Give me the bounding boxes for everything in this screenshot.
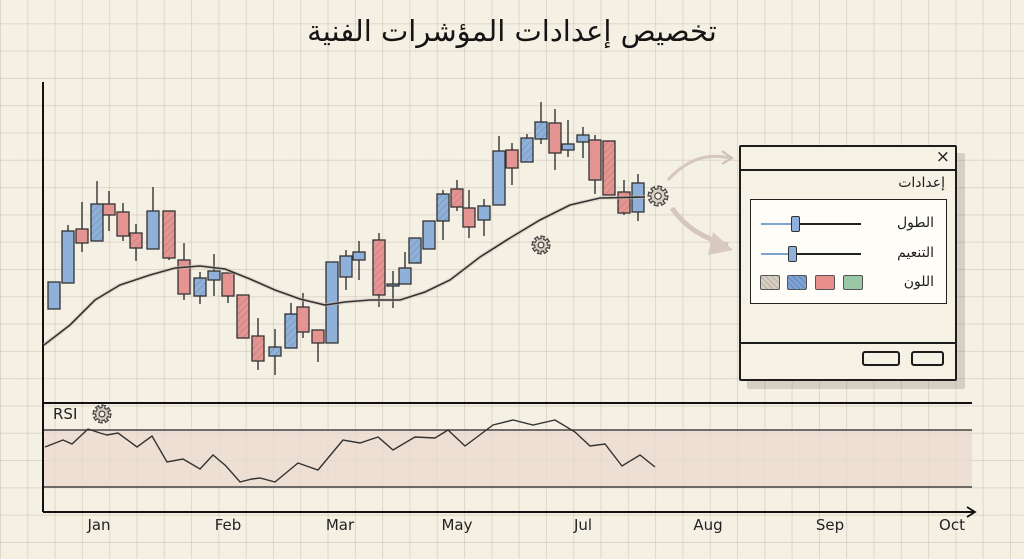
length-slider-thumb[interactable]	[791, 216, 800, 232]
candle	[462, 190, 476, 238]
candle	[236, 294, 250, 339]
color-label: اللون	[903, 274, 934, 290]
x-axis-label: Sep	[816, 516, 844, 534]
color-swatch-neutral[interactable]	[760, 275, 780, 290]
candle	[602, 140, 616, 196]
candle	[450, 180, 464, 211]
candle	[284, 303, 298, 349]
candle	[372, 233, 386, 307]
candle	[398, 252, 412, 285]
page-title: تخصيص إعدادات المؤشرات الفنية	[307, 14, 717, 48]
x-axis-label: May	[441, 516, 472, 534]
candle	[576, 127, 590, 158]
candle	[548, 109, 562, 170]
length-row: الطول	[751, 212, 946, 236]
candle	[129, 224, 143, 261]
length-label: الطول	[896, 215, 934, 231]
gear-icon	[531, 235, 551, 255]
candle	[477, 199, 491, 236]
arrow-icon	[666, 154, 731, 182]
moving-average-line	[43, 196, 646, 346]
dialog-footer-divider	[741, 342, 955, 344]
x-axis-label: Mar	[326, 516, 355, 534]
candle	[61, 225, 75, 284]
cancel-button[interactable]	[911, 351, 944, 366]
candle	[47, 281, 61, 310]
x-axis-labels: Jan Feb Mar May Jul Aug Sep Oct	[86, 516, 965, 534]
arrow-head-icon	[708, 232, 733, 255]
x-axis-label: Aug	[693, 516, 722, 534]
candle	[311, 329, 325, 362]
candle	[193, 272, 207, 304]
settings-panel: الطول التنعيم اللون	[750, 199, 947, 304]
candle	[561, 120, 575, 157]
candlestick-series	[47, 102, 645, 375]
settings-dialog: × إعدادات الطول التنعيم اللون	[739, 145, 957, 381]
dialog-titlebar: ×	[741, 147, 955, 171]
dialog-heading: إعدادات	[898, 175, 945, 191]
x-axis-label: Jul	[573, 516, 592, 534]
rsi-band	[44, 430, 972, 487]
candle	[505, 143, 519, 185]
candle	[102, 191, 116, 231]
length-slider-fill	[761, 223, 794, 225]
candle	[386, 271, 400, 308]
candle	[251, 318, 265, 370]
candle	[588, 135, 602, 194]
candle	[408, 237, 422, 264]
close-icon[interactable]: ×	[935, 147, 950, 167]
smoothing-slider-fill	[761, 253, 791, 255]
candle	[207, 254, 221, 296]
color-swatch-red[interactable]	[815, 275, 835, 290]
candle	[162, 210, 176, 260]
candle	[268, 329, 282, 375]
ok-button[interactable]	[862, 351, 900, 366]
smoothing-slider-thumb[interactable]	[788, 246, 797, 262]
smoothing-label: التنعيم	[897, 245, 934, 261]
smoothing-row: التنعيم	[751, 242, 946, 266]
candle	[436, 190, 450, 240]
candle	[146, 187, 160, 250]
candle	[520, 134, 534, 163]
candle	[221, 272, 235, 303]
candle	[75, 202, 89, 252]
candle	[534, 102, 548, 144]
gear-icon	[647, 185, 669, 207]
length-slider[interactable]	[761, 216, 861, 232]
rsi-line	[44, 419, 656, 483]
candle	[116, 203, 130, 241]
color-row: اللون	[751, 271, 946, 295]
rsi-label: RSI	[53, 405, 77, 423]
candle	[422, 220, 436, 250]
smoothing-slider[interactable]	[761, 246, 861, 262]
candle	[339, 250, 353, 290]
candle	[352, 241, 366, 280]
candle	[296, 293, 310, 338]
color-swatch-blue[interactable]	[787, 275, 807, 290]
candle	[177, 243, 191, 300]
rsi-settings-gear-icon[interactable]	[92, 404, 112, 424]
x-axis-arrow-icon	[966, 506, 977, 518]
x-axis-label: Feb	[215, 516, 242, 534]
candle	[90, 181, 104, 242]
x-axis-label: Jan	[86, 516, 110, 534]
x-axis-label: Oct	[939, 516, 965, 534]
arrow-head-icon	[721, 150, 734, 165]
candle	[492, 136, 506, 206]
color-swatch-green[interactable]	[843, 275, 863, 290]
